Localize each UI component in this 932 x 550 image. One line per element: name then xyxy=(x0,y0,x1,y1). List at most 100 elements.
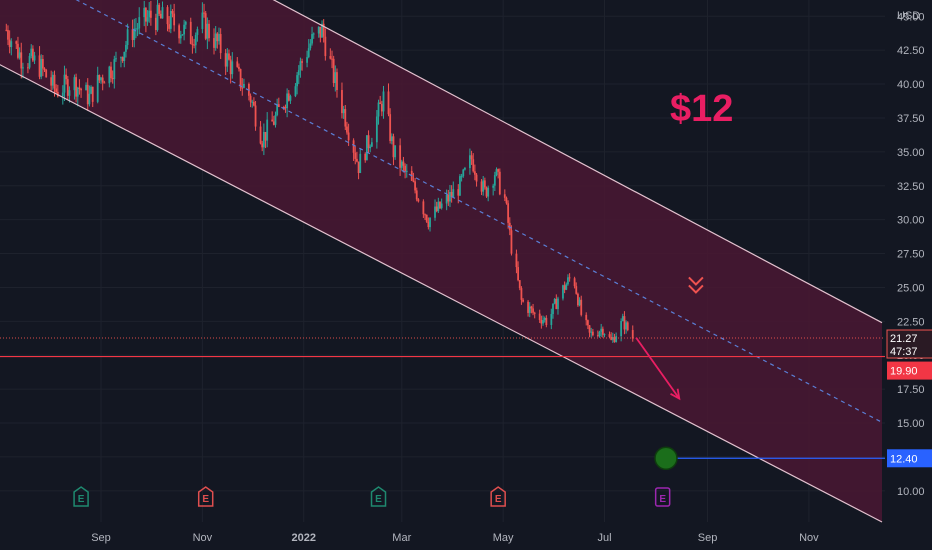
candle-down xyxy=(331,50,333,69)
candle-up xyxy=(135,18,137,39)
projection-arrow[interactable] xyxy=(635,337,681,401)
channel-lower-line[interactable] xyxy=(0,64,883,523)
candle-down xyxy=(439,201,441,210)
candle-body xyxy=(121,57,124,61)
candle-body xyxy=(138,17,141,29)
earnings-icon[interactable]: E xyxy=(490,486,506,507)
candle-down xyxy=(271,111,274,122)
candle-down xyxy=(613,333,616,343)
candle-up xyxy=(382,85,385,119)
candle-up xyxy=(146,10,149,26)
candle-down xyxy=(259,121,262,145)
chevron-down-icon[interactable] xyxy=(688,276,704,286)
candle-down xyxy=(422,199,425,218)
candle-down xyxy=(470,150,473,165)
candle-down xyxy=(168,16,171,33)
candle-body xyxy=(243,83,245,88)
arrow-shaft[interactable] xyxy=(635,337,681,400)
chevron-down-icon[interactable] xyxy=(688,284,704,294)
channel-mid-line[interactable] xyxy=(0,0,883,423)
candle-up xyxy=(565,282,568,291)
candle-body xyxy=(294,86,297,97)
candle-up xyxy=(359,148,362,174)
candle-body xyxy=(472,159,475,172)
candle-up xyxy=(243,78,245,89)
candle-body xyxy=(480,181,483,192)
candle-down xyxy=(532,303,534,316)
candle-up xyxy=(620,318,623,342)
arrow-head[interactable] xyxy=(670,388,681,401)
sell-chevron-icon[interactable] xyxy=(688,276,704,294)
y-tick-label: 40.00 xyxy=(897,79,925,91)
candle-up xyxy=(30,44,33,59)
candle-body xyxy=(380,103,383,112)
candle-down xyxy=(17,36,19,60)
candle-body xyxy=(375,116,378,143)
upcoming-earnings-icon[interactable]: E xyxy=(654,487,671,507)
earnings-icon[interactable]: E xyxy=(73,486,89,507)
candle-up xyxy=(196,26,199,42)
candle-up xyxy=(201,2,204,34)
candle-up xyxy=(125,41,127,58)
candle-body xyxy=(50,77,53,86)
candle-down xyxy=(264,131,267,149)
candle-down xyxy=(229,55,232,84)
candle-down xyxy=(8,30,11,54)
candle-body xyxy=(309,43,312,49)
candle-down xyxy=(392,133,395,166)
candle-body xyxy=(238,66,240,70)
candle-down xyxy=(577,292,579,307)
target-marker[interactable] xyxy=(654,446,678,471)
candle-down xyxy=(75,73,77,103)
price-target-label[interactable]: $12 xyxy=(670,88,733,130)
candle-body xyxy=(598,331,601,336)
candle-body xyxy=(498,171,501,195)
y-tick-label: 25.00 xyxy=(897,282,925,294)
candle-up xyxy=(342,105,345,119)
earnings-icon[interactable]: E xyxy=(197,486,214,507)
candle-body xyxy=(85,84,87,91)
earnings-icon[interactable]: E xyxy=(370,486,387,507)
candle-body xyxy=(610,336,613,340)
candle-down xyxy=(219,28,222,59)
candle-body xyxy=(271,119,274,122)
candle-up xyxy=(63,65,66,101)
last-price-tag: 21.27 xyxy=(890,333,918,345)
candle-body xyxy=(347,132,350,141)
candle-down xyxy=(191,36,194,54)
support-price-tag: 19.90 xyxy=(890,366,918,378)
channel-upper-line[interactable] xyxy=(0,0,883,324)
candle-up xyxy=(370,137,373,147)
candle-down xyxy=(522,298,524,303)
candle-up xyxy=(299,57,302,78)
candle-body xyxy=(193,44,195,46)
candle-body xyxy=(169,10,172,29)
candle-body xyxy=(565,284,568,290)
candle-body xyxy=(28,55,31,68)
candle-body xyxy=(8,39,11,48)
candle-body xyxy=(414,181,416,191)
candle-down xyxy=(563,281,566,294)
candle-down xyxy=(236,57,239,68)
x-tick-label: 2022 xyxy=(292,532,316,544)
candle-up xyxy=(562,284,564,301)
candle-down xyxy=(228,49,230,61)
candle-body xyxy=(228,53,230,60)
candle-body xyxy=(615,336,618,343)
candle-up xyxy=(306,50,308,68)
candle-body xyxy=(596,335,599,337)
candle-body xyxy=(427,221,430,228)
candle-body xyxy=(387,91,390,115)
candle-down xyxy=(575,282,578,295)
candle-up xyxy=(615,332,618,343)
candle-body xyxy=(312,33,315,35)
candle-down xyxy=(103,80,106,84)
candle-body xyxy=(125,44,127,52)
candle-body xyxy=(282,106,285,108)
candle-body xyxy=(344,109,347,127)
candle-down xyxy=(43,67,46,73)
earnings-label: E xyxy=(659,494,666,505)
candle-body xyxy=(394,145,397,158)
